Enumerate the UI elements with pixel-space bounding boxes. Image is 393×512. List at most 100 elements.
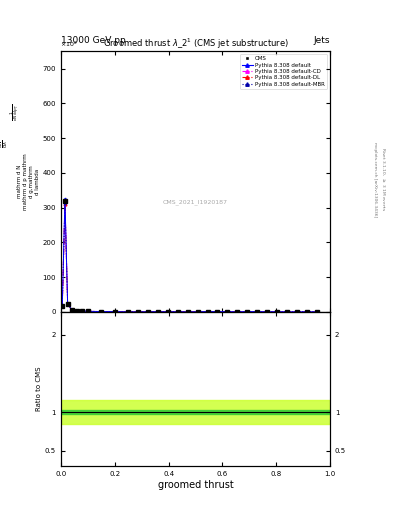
- Pythia 8.308 default-MBR: [65, 301, 70, 307]
- Pythia 8.308 default: [265, 309, 270, 315]
- Pythia 8.308 default-MBR: [294, 309, 299, 315]
- Pythia 8.308 default-MBR: [314, 309, 319, 315]
- Pythia 8.308 default-CD: [225, 309, 230, 315]
- Pythia 8.308 default: [305, 309, 309, 315]
- Pythia 8.308 default-DL: [255, 309, 259, 315]
- Pythia 8.308 default-MBR: [75, 308, 79, 314]
- CMS: [136, 309, 140, 315]
- Pythia 8.308 default-DL: [185, 309, 190, 315]
- CMS: [165, 309, 170, 315]
- Line: Pythia 8.308 default: Pythia 8.308 default: [61, 198, 318, 313]
- Pythia 8.308 default-CD: [245, 309, 250, 315]
- Pythia 8.308 default-MBR: [69, 307, 74, 313]
- Text: $\frac{1}{\mathrm{d}N/\mathrm{d}p_\mathrm{T}}$: $\frac{1}{\mathrm{d}N/\mathrm{d}p_\mathr…: [9, 104, 22, 121]
- CMS: [235, 309, 240, 315]
- Pythia 8.308 default-DL: [65, 301, 70, 307]
- Text: Rivet 3.1.10, $\geq$ 3.1M events: Rivet 3.1.10, $\geq$ 3.1M events: [380, 147, 387, 211]
- CMS: [69, 307, 74, 313]
- Pythia 8.308 default-MBR: [255, 309, 259, 315]
- Pythia 8.308 default: [60, 303, 64, 309]
- Pythia 8.308 default-MBR: [146, 309, 151, 315]
- CMS: [265, 309, 270, 315]
- CMS: [126, 309, 130, 315]
- Text: 13000 GeV pp: 13000 GeV pp: [61, 35, 126, 45]
- Pythia 8.308 default-MBR: [205, 309, 210, 315]
- CMS: [275, 309, 279, 315]
- Line: Pythia 8.308 default-CD: Pythia 8.308 default-CD: [61, 201, 318, 313]
- Pythia 8.308 default-DL: [275, 309, 279, 315]
- Text: mcplots.cern.ch [arXiv:1306.3436]: mcplots.cern.ch [arXiv:1306.3436]: [373, 142, 377, 217]
- Pythia 8.308 default-MBR: [215, 309, 220, 315]
- Pythia 8.308 default-CD: [215, 309, 220, 315]
- CMS: [175, 309, 180, 315]
- Y-axis label: mathrm d N
mathrm d p mathrm
d g,mathrm
d lambda: mathrm d N mathrm d p mathrm d g,mathrm …: [17, 153, 40, 210]
- Pythia 8.308 default-CD: [285, 309, 289, 315]
- Pythia 8.308 default-MBR: [285, 309, 289, 315]
- Pythia 8.308 default-DL: [69, 307, 74, 313]
- Pythia 8.308 default: [165, 309, 170, 315]
- Pythia 8.308 default-DL: [294, 309, 299, 315]
- Pythia 8.308 default-MBR: [275, 309, 279, 315]
- Pythia 8.308 default-MBR: [156, 309, 160, 315]
- CMS: [255, 309, 259, 315]
- Pythia 8.308 default-MBR: [99, 309, 104, 315]
- Pythia 8.308 default: [65, 301, 70, 307]
- Pythia 8.308 default: [235, 309, 240, 315]
- Pythia 8.308 default-MBR: [126, 309, 130, 315]
- Pythia 8.308 default-DL: [80, 308, 85, 314]
- Pythia 8.308 default: [69, 307, 74, 313]
- Pythia 8.308 default-CD: [165, 309, 170, 315]
- Pythia 8.308 default: [245, 309, 250, 315]
- Pythia 8.308 default-CD: [75, 308, 79, 314]
- Pythia 8.308 default-CD: [146, 309, 151, 315]
- Pythia 8.308 default-CD: [136, 309, 140, 315]
- CMS: [305, 309, 309, 315]
- CMS: [156, 309, 160, 315]
- Pythia 8.308 default-CD: [195, 309, 200, 315]
- Pythia 8.308 default-MBR: [195, 309, 200, 315]
- Pythia 8.308 default-MBR: [265, 309, 270, 315]
- Pythia 8.308 default-CD: [99, 309, 104, 315]
- Pythia 8.308 default-DL: [225, 309, 230, 315]
- Pythia 8.308 default: [205, 309, 210, 315]
- Pythia 8.308 default-CD: [126, 309, 130, 315]
- Pythia 8.308 default-MBR: [112, 309, 117, 315]
- CMS: [146, 309, 151, 315]
- Pythia 8.308 default-DL: [215, 309, 220, 315]
- Pythia 8.308 default-CD: [275, 309, 279, 315]
- Pythia 8.308 default-DL: [60, 304, 64, 310]
- Pythia 8.308 default-CD: [255, 309, 259, 315]
- Legend: CMS, Pythia 8.308 default, Pythia 8.308 default-CD, Pythia 8.308 default-DL, Pyt: CMS, Pythia 8.308 default, Pythia 8.308 …: [240, 54, 327, 89]
- Text: $\frac{\mathrm{d}N}{\mathrm{d}\lambda}$: $\frac{\mathrm{d}N}{\mathrm{d}\lambda}$: [0, 139, 11, 148]
- Pythia 8.308 default-CD: [156, 309, 160, 315]
- Pythia 8.308 default-MBR: [62, 199, 67, 205]
- Pythia 8.308 default-DL: [126, 309, 130, 315]
- Line: Pythia 8.308 default-DL: Pythia 8.308 default-DL: [61, 203, 318, 313]
- Pythia 8.308 default-CD: [65, 301, 70, 307]
- Pythia 8.308 default-MBR: [235, 309, 240, 315]
- Line: Pythia 8.308 default-MBR: Pythia 8.308 default-MBR: [61, 201, 318, 313]
- Text: Jets: Jets: [314, 35, 330, 45]
- CMS: [112, 309, 117, 315]
- Pythia 8.308 default-CD: [62, 199, 67, 205]
- Pythia 8.308 default-MBR: [136, 309, 140, 315]
- CMS: [99, 308, 104, 314]
- Pythia 8.308 default-MBR: [305, 309, 309, 315]
- CMS: [75, 308, 79, 314]
- Pythia 8.308 default: [112, 309, 117, 315]
- Pythia 8.308 default-CD: [175, 309, 180, 315]
- Pythia 8.308 default: [285, 309, 289, 315]
- Pythia 8.308 default: [255, 309, 259, 315]
- CMS: [195, 309, 200, 315]
- Pythia 8.308 default-DL: [165, 309, 170, 315]
- CMS: [245, 309, 250, 315]
- CMS: [86, 308, 90, 314]
- Pythia 8.308 default-MBR: [80, 308, 85, 314]
- Y-axis label: Ratio to CMS: Ratio to CMS: [36, 367, 42, 411]
- Line: CMS: CMS: [61, 199, 318, 314]
- Pythia 8.308 default: [314, 309, 319, 315]
- Pythia 8.308 default-CD: [86, 308, 90, 314]
- Pythia 8.308 default-MBR: [245, 309, 250, 315]
- Pythia 8.308 default-MBR: [86, 308, 90, 314]
- Pythia 8.308 default-DL: [235, 309, 240, 315]
